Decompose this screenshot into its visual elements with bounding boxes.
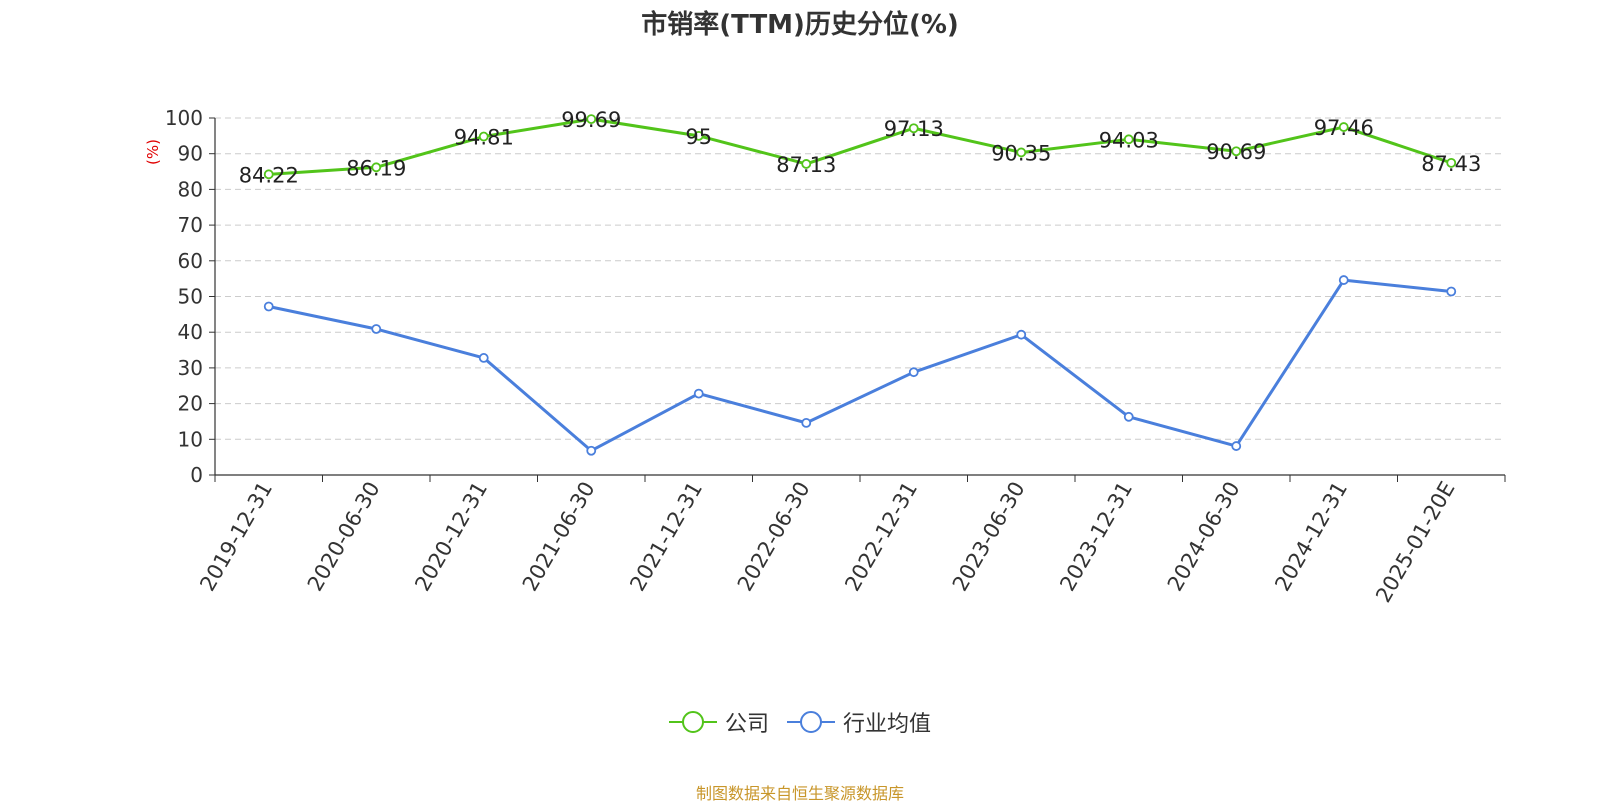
x-tick-label: 2020-06-30 xyxy=(303,478,385,596)
x-tick-label: 2021-06-30 xyxy=(518,478,600,596)
y-tick-label: 10 xyxy=(178,427,203,451)
x-tick-label: 2025-01-20E xyxy=(1371,478,1459,607)
series-lines xyxy=(263,114,1457,456)
y-tick-label: 60 xyxy=(178,249,203,273)
data-point xyxy=(1123,134,1134,145)
data-point xyxy=(1446,157,1457,168)
data-label: 87.43 xyxy=(1421,152,1481,176)
data-point xyxy=(1016,329,1027,340)
data-label: 84.22 xyxy=(239,163,299,187)
chart-title: 市销率(TTM)历史分位(%) xyxy=(641,10,959,40)
x-tick-label: 2023-12-31 xyxy=(1055,478,1137,596)
data-point xyxy=(908,367,919,378)
data-label: 95 xyxy=(685,125,712,149)
data-label: 86.19 xyxy=(346,156,406,180)
data-label: 90.69 xyxy=(1206,140,1266,164)
x-tick-label: 2022-12-31 xyxy=(840,478,922,596)
data-labels: 84.22 86.19 94.81 99.69 95 87.13 97.13 90.35 94.… xyxy=(239,108,1482,187)
legend-marker-icon xyxy=(668,711,717,733)
data-point xyxy=(371,324,382,334)
data-point xyxy=(478,131,489,142)
data-point xyxy=(908,123,919,134)
y-tick-label: 30 xyxy=(178,356,203,380)
data-point xyxy=(693,130,704,141)
data-point xyxy=(478,353,489,363)
x-tick-label: 2019-12-31 xyxy=(195,478,277,596)
data-point xyxy=(263,169,274,180)
x-tick-label: 2022-06-30 xyxy=(733,478,815,596)
data-label: 90.35 xyxy=(991,141,1051,165)
data-point xyxy=(1123,411,1134,422)
series-line-0 xyxy=(268,117,1452,176)
legend-item-1[interactable]: 行业均值 xyxy=(787,706,931,738)
y-tick-label: 70 xyxy=(178,213,203,237)
x-tick-label: 2023-06-30 xyxy=(948,478,1030,596)
x-tick-label: 2024-06-30 xyxy=(1163,478,1245,596)
y-tick-label: 0 xyxy=(190,463,203,487)
series-line-1 xyxy=(268,278,1452,453)
y-tick-label: 50 xyxy=(178,285,203,309)
data-label: 97.13 xyxy=(884,117,944,141)
y-tick-label: 90 xyxy=(178,142,203,166)
data-point xyxy=(693,388,704,399)
x-tick-label: 2020-12-31 xyxy=(410,478,492,596)
data-point xyxy=(1016,147,1027,158)
legend-label: 行业均值 xyxy=(843,712,932,737)
y-tick-label: 100 xyxy=(165,106,203,130)
legend-marker-icon xyxy=(787,711,835,733)
legend: 公司 行业均值 xyxy=(0,706,1600,738)
data-point xyxy=(586,114,597,125)
data-point xyxy=(586,445,597,456)
x-tick-label: 2024-12-31 xyxy=(1270,478,1352,596)
axes: 0 10 20 30 40 50 60 70 80 90 100(%) 2019-12-31 2020-… xyxy=(144,106,1506,607)
y-tick-label: 20 xyxy=(178,392,203,416)
data-point xyxy=(1446,286,1457,297)
legend-item-0[interactable]: 公司 xyxy=(668,706,769,738)
data-point xyxy=(801,417,812,428)
grid-lines xyxy=(215,117,1505,440)
data-point xyxy=(371,162,382,173)
y-axis-label: (%) xyxy=(144,139,162,165)
data-point xyxy=(1231,441,1242,451)
legend-label: 公司 xyxy=(724,712,769,737)
data-label: 94.81 xyxy=(454,126,514,150)
data-label: 87.13 xyxy=(776,153,836,177)
data-point xyxy=(1231,146,1242,157)
x-tick-label: 2021-12-31 xyxy=(625,478,707,596)
data-label: 97.46 xyxy=(1314,116,1374,140)
data-label: 94.03 xyxy=(1099,128,1159,152)
data-point xyxy=(1338,275,1349,285)
y-tick-label: 40 xyxy=(178,320,203,344)
data-label: 99.69 xyxy=(561,108,621,132)
y-tick-label: 80 xyxy=(178,177,203,201)
data-point xyxy=(801,159,812,169)
source-note: 制图数据来自恒生聚源数据库 xyxy=(695,784,904,803)
data-point xyxy=(263,301,274,312)
data-point xyxy=(1338,122,1349,132)
